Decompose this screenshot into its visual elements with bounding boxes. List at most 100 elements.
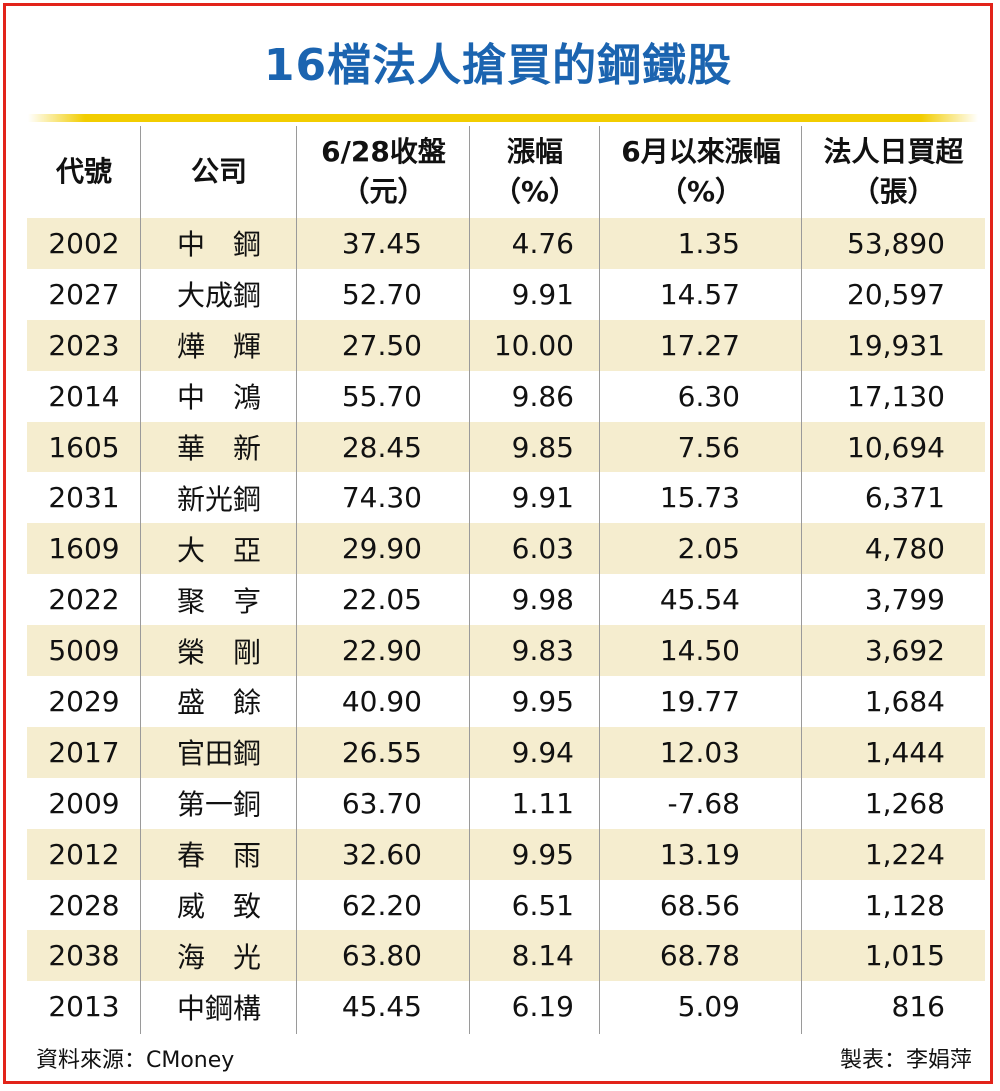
cell-company: 第一銅 <box>176 788 261 822</box>
header-net-buy: 法人日買超 （張） <box>823 135 964 208</box>
cell-change: 10.00 <box>493 328 574 362</box>
cell-code: 1609 <box>48 532 120 566</box>
cell-since-june: 14.57 <box>659 277 740 311</box>
header-close: 6/28收盤 （元） <box>321 135 446 208</box>
header-change: 漲幅 （%） <box>492 135 578 208</box>
cell-since-june: 13.19 <box>659 837 740 871</box>
cell-code: 2023 <box>48 328 120 362</box>
cell-since-june: 5.09 <box>677 990 740 1024</box>
cell-change: 9.95 <box>511 837 574 871</box>
cell-since-june: 6.30 <box>677 379 740 413</box>
cell-company: 大成鋼 <box>176 279 261 313</box>
cell-company: 盛 餘 <box>176 686 261 720</box>
cell-net-buy: 19,931 <box>847 328 945 362</box>
stock-table: 代號 公司 6/28收盤 （元） 漲幅 （%） 6月以來漲幅 （%） 法人日買超 （張）… <box>27 126 985 1032</box>
cell-net-buy: 1,128 <box>864 888 945 922</box>
cell-change: 9.86 <box>511 379 574 413</box>
cell-since-june: 7.56 <box>677 430 740 464</box>
cell-change: 8.14 <box>511 939 574 973</box>
cell-net-buy: 3,692 <box>864 634 945 668</box>
cell-company: 春 雨 <box>176 839 261 873</box>
cell-close: 63.70 <box>341 786 422 820</box>
header-company: 公司 <box>190 155 247 188</box>
table-row: 2031 新光鋼 74.30 9.91 15.73 6,371 <box>27 472 985 523</box>
cell-code: 2017 <box>48 735 120 769</box>
table-row: 2028 威 致 62.20 6.51 68.56 1,128 <box>27 880 985 931</box>
cell-company: 中 鴻 <box>176 381 261 415</box>
table-row: 2038 海 光 63.80 8.14 68.78 1,015 <box>27 930 985 982</box>
cell-code: 2009 <box>48 786 120 820</box>
header-code: 代號 <box>55 155 112 188</box>
cell-close: 62.20 <box>341 888 422 922</box>
cell-code: 2027 <box>48 277 120 311</box>
table-row: 2012 春 雨 32.60 9.95 13.19 1,224 <box>27 828 985 880</box>
cell-company: 大 亞 <box>176 533 261 567</box>
cell-net-buy: 4,780 <box>864 532 945 566</box>
cell-close: 32.60 <box>341 837 422 871</box>
cell-since-june: 2.05 <box>677 532 740 566</box>
cell-change: 4.76 <box>511 226 574 260</box>
cell-code: 1605 <box>48 430 120 464</box>
cell-net-buy: 53,890 <box>847 226 945 260</box>
cell-change: 1.11 <box>511 786 574 820</box>
table-row: 2013 中鋼構 45.45 6.19 5.09 816 <box>27 981 985 1032</box>
cell-since-june: 14.50 <box>659 634 740 668</box>
cell-company: 官田鋼 <box>176 737 261 771</box>
cell-since-june: 68.78 <box>659 939 740 973</box>
cell-change: 9.94 <box>511 735 574 769</box>
column-divider <box>801 126 802 1034</box>
cell-company: 新光鋼 <box>176 482 261 516</box>
cell-close: 63.80 <box>341 939 422 973</box>
cell-net-buy: 10,694 <box>847 430 945 464</box>
cell-code: 2013 <box>48 990 120 1024</box>
cell-net-buy: 6,371 <box>864 481 945 515</box>
cell-since-june: 68.56 <box>659 888 740 922</box>
cell-change: 9.95 <box>511 684 574 718</box>
cell-change: 9.85 <box>511 430 574 464</box>
cell-close: 37.45 <box>341 226 422 260</box>
cell-since-june: 1.35 <box>677 226 740 260</box>
cell-close: 26.55 <box>341 735 422 769</box>
cell-change: 6.03 <box>511 532 574 566</box>
table-row: 1605 華 新 28.45 9.85 7.56 10,694 <box>27 421 985 473</box>
cell-since-june: 15.73 <box>659 481 740 515</box>
cell-close: 22.05 <box>341 583 422 617</box>
cell-net-buy: 20,597 <box>847 277 945 311</box>
cell-since-june: 12.03 <box>659 735 740 769</box>
table-row: 2029 盛 餘 40.90 9.95 19.77 1,684 <box>27 676 985 727</box>
table-header-row: 代號 公司 6/28收盤 （元） 漲幅 （%） 6月以來漲幅 （%） 法人日買超 （張） <box>27 126 985 218</box>
cell-company: 榮 剛 <box>176 635 261 669</box>
cell-code: 2029 <box>48 684 120 718</box>
cell-change: 6.19 <box>511 990 574 1024</box>
cell-company: 中鋼構 <box>176 991 261 1025</box>
header-since-june: 6月以來漲幅 （%） <box>621 135 781 208</box>
cell-net-buy: 1,268 <box>864 786 945 820</box>
cell-net-buy: 3,799 <box>864 583 945 617</box>
column-divider <box>296 126 297 1034</box>
cell-close: 74.30 <box>341 481 422 515</box>
chart-title: 16檔法人搶買的鋼鐵股 <box>263 40 733 91</box>
cell-close: 29.90 <box>341 532 422 566</box>
table-row: 2002 中 鋼 37.45 4.76 1.35 53,890 <box>27 218 985 269</box>
cell-since-june: 17.27 <box>659 328 740 362</box>
cell-close: 45.45 <box>341 990 422 1024</box>
cell-code: 2022 <box>48 583 120 617</box>
table-row: 2027 大成鋼 52.70 9.91 14.57 20,597 <box>27 269 985 320</box>
cell-code: 2038 <box>48 939 120 973</box>
column-divider <box>140 126 141 1034</box>
cell-close: 55.70 <box>341 379 422 413</box>
title-rule <box>28 114 978 122</box>
cell-close: 27.50 <box>341 328 422 362</box>
cell-close: 22.90 <box>341 634 422 668</box>
cell-change: 9.91 <box>511 481 574 515</box>
cell-company: 聚 亨 <box>176 584 261 618</box>
cell-change: 9.91 <box>511 277 574 311</box>
cell-since-june: 19.77 <box>659 684 740 718</box>
cell-since-june: -7.68 <box>667 786 740 820</box>
cell-company: 燁 輝 <box>176 330 261 364</box>
cell-since-june: 45.54 <box>659 583 740 617</box>
cell-close: 28.45 <box>341 430 422 464</box>
table-row: 2009 第一銅 63.70 1.11 -7.68 1,268 <box>27 778 985 829</box>
cell-net-buy: 1,444 <box>864 735 945 769</box>
table-row: 5009 榮 剛 22.90 9.83 14.50 3,692 <box>27 625 985 677</box>
